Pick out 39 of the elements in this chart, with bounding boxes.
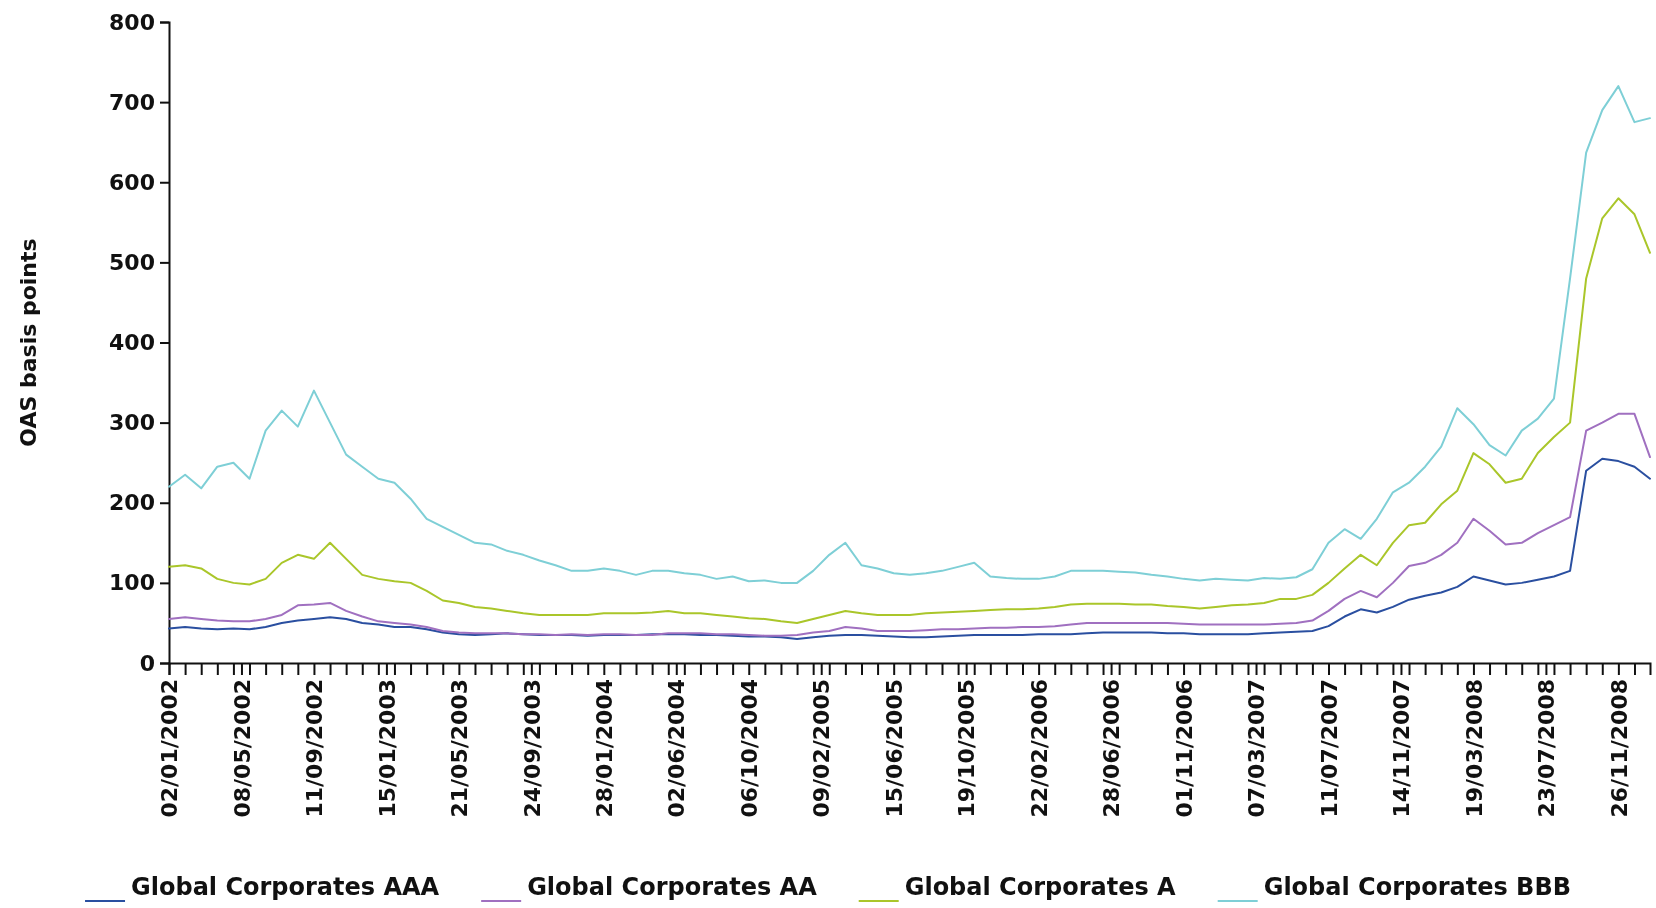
x-tick-label: 11/09/2002 <box>302 679 328 818</box>
x-tick-label: 15/01/2003 <box>374 679 400 818</box>
y-tick-label: 400 <box>109 330 155 356</box>
x-tick-label: 09/02/2005 <box>809 679 835 818</box>
y-tick-label: 100 <box>109 570 155 596</box>
x-tick-label: 23/07/2008 <box>1534 679 1560 818</box>
y-tick-label: 200 <box>109 490 155 516</box>
x-tick-label: 11/07/2007 <box>1316 679 1342 818</box>
line-series <box>168 457 1651 640</box>
x-tick-label: 28/01/2004 <box>592 679 618 818</box>
x-tick-label: 14/11/2007 <box>1389 679 1415 818</box>
x-tick-label: 24/09/2003 <box>519 679 545 818</box>
x-tick-label: 19/03/2008 <box>1461 679 1487 818</box>
y-tick-label: 300 <box>109 410 155 436</box>
x-tick-label: 21/05/2003 <box>447 679 473 818</box>
x-tick-label: 06/10/2004 <box>736 679 762 818</box>
y-tick-label: 0 <box>139 650 155 676</box>
y-tick-label: 600 <box>109 169 155 195</box>
x-tick-label: 26/11/2008 <box>1606 679 1632 818</box>
line-series <box>168 197 1651 624</box>
y-tick-label: 800 <box>109 9 155 35</box>
x-tick-label: 28/06/2006 <box>1099 679 1125 818</box>
y-tick-label: 700 <box>109 89 155 115</box>
legend-label: Global Corporates BBB <box>1263 873 1571 901</box>
line-series <box>168 412 1651 637</box>
legend-label: Global Corporates AAA <box>131 873 440 901</box>
x-tick-label: 19/10/2005 <box>954 679 980 818</box>
y-axis-title: OAS basis points <box>16 238 41 447</box>
x-tick-label: 02/06/2004 <box>664 679 690 818</box>
x-tick-label: 22/02/2006 <box>1026 679 1052 818</box>
x-tick-label: 01/11/2006 <box>1171 679 1197 818</box>
x-tick-label: 15/06/2005 <box>881 679 907 818</box>
legend-label: Global Corporates AA <box>527 873 818 901</box>
x-tick-label: 08/05/2002 <box>229 679 255 818</box>
x-tick-label: 07/03/2007 <box>1244 679 1270 818</box>
line-series <box>168 85 1651 584</box>
x-tick-label: 02/01/2002 <box>157 679 183 818</box>
y-tick-label: 500 <box>109 249 155 275</box>
legend-label: Global Corporates A <box>904 873 1177 901</box>
